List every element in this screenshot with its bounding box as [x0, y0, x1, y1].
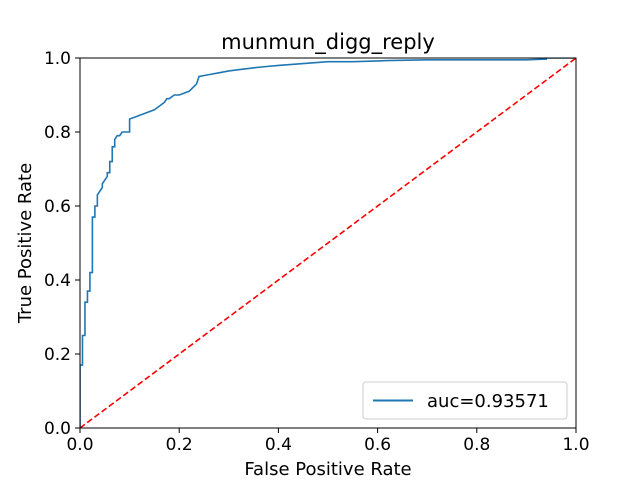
- plot-frame: [79, 57, 577, 429]
- series-layer: [80, 58, 576, 428]
- y-tick-label: 0.0: [44, 419, 71, 439]
- x-axis-label: False Positive Rate: [244, 459, 411, 480]
- y-tick-label: 0.2: [44, 345, 71, 365]
- roc-curve-line: [80, 58, 576, 428]
- legend-box: [362, 381, 568, 420]
- x-tick-label: 0.0: [66, 435, 93, 455]
- x-tick-label: 0.2: [166, 435, 193, 455]
- y-tick-label: 0.8: [44, 123, 71, 143]
- x-tick-label: 0.6: [364, 435, 391, 455]
- y-axis-label: True Positive Rate: [15, 163, 36, 324]
- legend-label: auc=0.93571: [427, 391, 549, 412]
- y-tick-label: 0.4: [44, 271, 71, 291]
- y-tick-label: 0.6: [44, 197, 71, 217]
- y-axis-ticks: 0.0 0.2 0.4 0.6 0.8 1.0: [44, 49, 80, 439]
- x-tick-label: 0.4: [265, 435, 292, 455]
- chance-diagonal-line: [80, 58, 576, 428]
- legend: auc=0.93571: [362, 381, 568, 420]
- x-tick-label: 0.8: [463, 435, 490, 455]
- x-tick-label: 1.0: [562, 435, 589, 455]
- x-axis-ticks: 0.0 0.2 0.4 0.6 0.8 1.0: [66, 428, 590, 455]
- chart-title: munmun_digg_reply: [221, 30, 435, 55]
- y-tick-label: 1.0: [44, 49, 71, 69]
